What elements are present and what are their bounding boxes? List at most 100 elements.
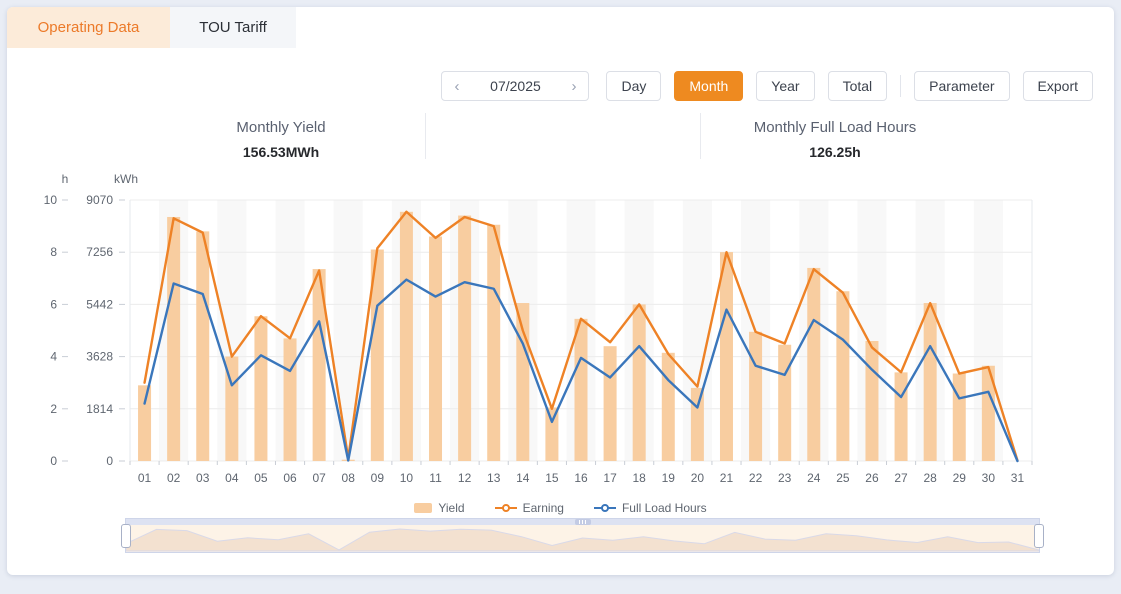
datazoom-left-handle[interactable] bbox=[121, 523, 131, 548]
stat-monthly-full-load-hours: Monthly Full Load Hours 126.25h bbox=[754, 119, 917, 160]
svg-text:14: 14 bbox=[516, 471, 530, 485]
svg-text:8: 8 bbox=[50, 245, 57, 259]
stat-monthly-yield: Monthly Yield 156.53MWh bbox=[236, 119, 325, 160]
yield-bar bbox=[487, 224, 501, 461]
svg-text:7256: 7256 bbox=[86, 245, 113, 259]
svg-text:31: 31 bbox=[1011, 471, 1025, 485]
datazoom-right-handle[interactable] bbox=[1034, 523, 1044, 548]
yield-bar bbox=[167, 216, 181, 461]
svg-text:24: 24 bbox=[807, 471, 821, 485]
tab-bar: Operating Data TOU Tariff bbox=[7, 7, 296, 48]
year-button[interactable]: Year bbox=[756, 71, 815, 101]
svg-text:26: 26 bbox=[865, 471, 879, 485]
svg-text:16: 16 bbox=[574, 471, 588, 485]
yield-bar bbox=[865, 341, 879, 461]
yield-bar bbox=[778, 344, 792, 461]
yield-bar bbox=[312, 269, 326, 461]
svg-text:09: 09 bbox=[371, 471, 385, 485]
svg-text:kWh: kWh bbox=[114, 172, 138, 186]
svg-text:03: 03 bbox=[196, 471, 210, 485]
stat-label: Monthly Yield bbox=[236, 119, 326, 136]
x-axis-labels: 01 02 03 04 05 06 07 08 09 10 11 12 13 14 15 16 17 18 19 20… bbox=[129, 461, 1033, 485]
stat-value: 126.25h bbox=[809, 144, 861, 160]
chevron-right-icon[interactable]: › bbox=[571, 77, 577, 95]
yield-bar bbox=[749, 331, 763, 461]
legend-label: Earning bbox=[522, 501, 564, 515]
svg-text:11: 11 bbox=[429, 471, 442, 485]
total-button[interactable]: Total bbox=[827, 71, 888, 101]
yield-bar bbox=[574, 318, 588, 461]
svg-text:17: 17 bbox=[603, 471, 617, 485]
svg-text:22: 22 bbox=[749, 471, 763, 485]
svg-text:18: 18 bbox=[633, 471, 647, 485]
yield-swatch-icon bbox=[414, 503, 433, 513]
yield-bars[interactable] bbox=[138, 211, 995, 461]
svg-text:19: 19 bbox=[662, 471, 676, 485]
datazoom-range-strip[interactable] bbox=[126, 519, 1039, 525]
yield-bar bbox=[661, 352, 675, 461]
yield-bar bbox=[138, 385, 152, 461]
svg-text:1814: 1814 bbox=[86, 402, 113, 416]
svg-text:06: 06 bbox=[283, 471, 297, 485]
full-load-hours-line[interactable] bbox=[143, 278, 1019, 463]
svg-text:23: 23 bbox=[778, 471, 792, 485]
yield-bar bbox=[836, 291, 850, 461]
day-button[interactable]: Day bbox=[606, 71, 662, 101]
drag-grip-icon[interactable] bbox=[574, 519, 591, 525]
yield-bar bbox=[981, 365, 995, 461]
yield-bar bbox=[719, 252, 733, 461]
chart-legend: Yield Earning Full Load Hours bbox=[7, 501, 1114, 515]
yield-bar bbox=[429, 236, 443, 461]
svg-text:28: 28 bbox=[923, 471, 937, 485]
yield-bar bbox=[952, 373, 966, 461]
export-button[interactable]: Export bbox=[1022, 71, 1093, 101]
yield-bar bbox=[603, 346, 617, 461]
svg-text:3628: 3628 bbox=[86, 350, 113, 364]
stats-divider bbox=[425, 113, 426, 159]
stats-divider bbox=[700, 113, 701, 159]
month-button[interactable]: Month bbox=[674, 71, 744, 101]
date-picker[interactable]: ‹ 07/2025 › bbox=[441, 71, 590, 101]
datazoom-preview bbox=[126, 528, 1039, 552]
tab-operating-data[interactable]: Operating Data bbox=[7, 7, 170, 48]
svg-text:30: 30 bbox=[982, 471, 996, 485]
svg-text:0: 0 bbox=[50, 454, 57, 468]
svg-text:h: h bbox=[62, 172, 69, 186]
yield-bar bbox=[545, 407, 559, 461]
yield-bar bbox=[196, 231, 210, 461]
legend-label: Full Load Hours bbox=[621, 501, 707, 515]
svg-text:05: 05 bbox=[254, 471, 268, 485]
yield-bar bbox=[894, 372, 908, 461]
chevron-left-icon[interactable]: ‹ bbox=[454, 77, 460, 95]
earning-line[interactable] bbox=[143, 210, 1019, 462]
svg-text:20: 20 bbox=[691, 471, 705, 485]
yield-bar bbox=[254, 316, 268, 461]
toolbar: ‹ 07/2025 › Day Month Year Total Paramet… bbox=[441, 71, 1093, 101]
svg-text:10: 10 bbox=[400, 471, 414, 485]
legend-item-full-load-hours[interactable]: Full Load Hours bbox=[593, 501, 707, 515]
svg-text:0: 0 bbox=[106, 454, 113, 468]
yield-bar bbox=[923, 303, 937, 461]
parameter-button[interactable]: Parameter bbox=[914, 71, 1010, 101]
yield-bar bbox=[807, 267, 821, 461]
tab-tou-tariff[interactable]: TOU Tariff bbox=[170, 7, 296, 48]
svg-text:02: 02 bbox=[167, 471, 181, 485]
legend-item-earning[interactable]: Earning bbox=[494, 501, 564, 515]
yield-bar bbox=[458, 215, 472, 461]
svg-text:01: 01 bbox=[138, 471, 152, 485]
svg-text:13: 13 bbox=[487, 471, 501, 485]
svg-text:07: 07 bbox=[312, 471, 326, 485]
svg-text:10: 10 bbox=[44, 193, 58, 207]
datazoom-slider[interactable] bbox=[121, 518, 1044, 553]
yield-bar bbox=[632, 304, 646, 461]
svg-text:25: 25 bbox=[836, 471, 850, 485]
date-value: 07/2025 bbox=[490, 78, 541, 94]
split-area bbox=[159, 200, 1003, 461]
svg-text:4: 4 bbox=[50, 350, 57, 364]
full-load-hours-line-icon bbox=[593, 503, 616, 513]
yield-bar bbox=[690, 387, 704, 461]
legend-item-yield[interactable]: Yield bbox=[414, 501, 465, 515]
svg-text:29: 29 bbox=[953, 471, 967, 485]
yield-bar bbox=[399, 211, 413, 461]
